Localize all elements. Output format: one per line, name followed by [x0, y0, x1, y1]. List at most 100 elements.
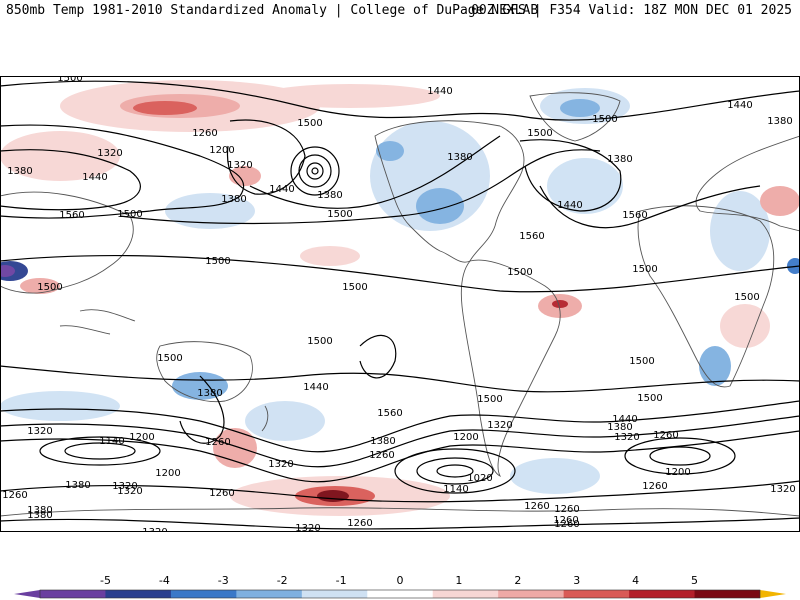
contour-label: 1440	[427, 86, 452, 97]
contour-label: 1380	[197, 388, 222, 399]
contour-label: 1260	[524, 501, 549, 512]
contour-label: 1020	[467, 473, 492, 484]
contour-label: 1320	[112, 481, 137, 492]
colorbar-outline	[39, 589, 761, 599]
colorbar-bin	[367, 590, 434, 598]
warm-anomaly-siberia	[229, 166, 261, 186]
contour-label: 1380	[27, 510, 52, 521]
cold-anomaly-southern-indian-band	[0, 391, 120, 421]
contour-label: 1560	[622, 210, 647, 221]
contour-label: 1560	[377, 408, 402, 419]
cold-anomaly-south-africa	[699, 346, 731, 386]
cold-anomaly-north-africa	[710, 191, 770, 271]
anomaly-map[interactable]: 1500 1500 1440 1440 1380 1500 1260 1200 …	[0, 76, 800, 532]
contour-label: 1380	[607, 154, 632, 165]
colorbar-tick-label: -2	[277, 574, 288, 587]
warm-anomaly-southern-ocean-peak	[317, 490, 349, 502]
contour-label: 1260	[2, 490, 27, 501]
contour-label: 1380	[221, 194, 246, 205]
contour-label: 1380	[317, 190, 342, 201]
coastline-greenland	[529, 92, 621, 142]
map-title: 850mb Temp 1981-2010 Standardized Anomal…	[6, 3, 539, 18]
warm-anomaly-north-pacific-peak	[133, 101, 197, 115]
contour-label: 1560	[59, 210, 84, 221]
contour-label: 1440	[557, 200, 582, 211]
colorbar-bin	[498, 590, 565, 598]
cold-anomaly-north-atlantic	[547, 158, 623, 214]
contour-label: 1320	[97, 148, 122, 159]
colorbar-bin	[563, 590, 630, 598]
cold-anomaly-greenland-core	[560, 99, 600, 117]
colorbar-bar	[14, 589, 786, 599]
colorbar-tick-label: 4	[632, 574, 639, 587]
contour-label: 1260	[192, 128, 217, 139]
contour-label: 1260	[642, 481, 667, 492]
coastline-antarctica	[0, 507, 800, 517]
contour-label: 1260	[347, 518, 372, 529]
colorbar-tick-label: -4	[159, 574, 170, 587]
contour-labels: 1500 1500 1440 1440 1380 1500 1260 1200 …	[2, 76, 795, 532]
contour-label: 1500	[205, 256, 230, 267]
contour-label: 1320	[268, 459, 293, 470]
colorbar-bin	[105, 590, 172, 598]
colorbar-tick-label: 1	[455, 574, 462, 587]
contour-label: 1500	[117, 209, 142, 220]
colorbar-bin	[432, 590, 499, 598]
coastline-north-america	[374, 120, 525, 263]
cold-anomaly-east-edge	[787, 258, 800, 274]
anomaly-shading	[0, 80, 800, 516]
contour-label: 1380	[27, 505, 52, 516]
contour-label: 1500	[527, 128, 552, 139]
contour-label: 1380	[370, 436, 395, 447]
contour-label: 1380	[447, 152, 472, 163]
contour-label: 1440	[303, 382, 328, 393]
contour-label: 1500	[37, 282, 62, 293]
contour-label: 1500	[297, 118, 322, 129]
contour-label: 1260	[653, 430, 678, 441]
contour-label: 1200	[453, 432, 478, 443]
warm-anomaly-south-america-core	[552, 300, 568, 308]
contour-label: 1380	[767, 116, 792, 127]
cold-anomaly-alaska	[376, 141, 404, 161]
colorbar-ticks: -5 -4 -3 -2 -1 0 1 2 3 4 5	[100, 574, 698, 587]
colorbar-tick-label: 0	[397, 574, 404, 587]
contour-label: 1500	[342, 282, 367, 293]
contour-label: 1320	[770, 484, 795, 495]
coastline-indonesia	[59, 309, 136, 335]
contour-label: 1200	[155, 468, 180, 479]
cold-anomaly-south-atlantic	[510, 458, 600, 494]
contour-label: 1500	[734, 292, 759, 303]
contour-label: 1380	[7, 166, 32, 177]
contour-label: 1320	[142, 527, 167, 532]
contour-label: 1500	[307, 336, 332, 347]
contour-label: 1320	[614, 432, 639, 443]
contour-label: 1200	[665, 467, 690, 478]
colorbar-tick-label: 2	[514, 574, 521, 587]
height-contours	[0, 80, 800, 530]
contour-label: 1440	[269, 184, 294, 195]
warm-anomaly-arctic	[260, 84, 440, 108]
contour-label: 1500	[629, 356, 654, 367]
colorbar-tick-label: -1	[336, 574, 347, 587]
coastline-eurasia-east	[0, 191, 134, 294]
contour-label: 1500	[637, 393, 662, 404]
contour-label: 1200	[129, 432, 154, 443]
contour-label: 1320	[117, 486, 142, 497]
colorbar-bin	[40, 590, 106, 598]
cold-anomaly-tibet-core	[0, 265, 15, 277]
colorbar-bin	[236, 590, 303, 598]
colorbar-max-arrow	[760, 590, 786, 598]
colorbar-tick-label: 3	[573, 574, 580, 587]
colorbar-bin	[170, 590, 237, 598]
contour-label: 1140	[99, 436, 124, 447]
coastline-eurasia-west	[695, 135, 800, 232]
contour-label: 1500	[327, 209, 352, 220]
coastline-australia	[156, 341, 253, 403]
contour-label: 1380	[65, 480, 90, 491]
contour-label: 1260	[369, 450, 394, 461]
contour-label: 1320	[487, 420, 512, 431]
warm-anomaly-south-pacific	[213, 428, 257, 468]
contour-label: 1440	[612, 414, 637, 425]
contour-label: 1260	[205, 437, 230, 448]
contour-label: 1260	[554, 504, 579, 515]
